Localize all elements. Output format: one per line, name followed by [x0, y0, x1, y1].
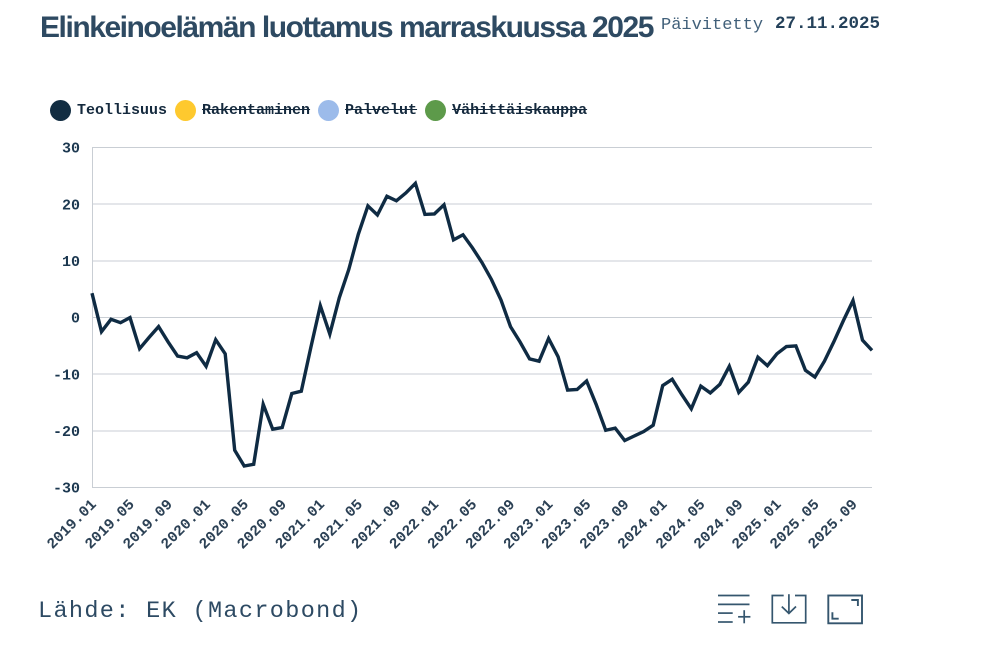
svg-text:0: 0: [71, 311, 80, 328]
svg-text:-20: -20: [53, 424, 80, 441]
svg-text:-10: -10: [53, 367, 80, 384]
svg-text:20: 20: [62, 197, 80, 214]
svg-text:10: 10: [62, 254, 80, 271]
svg-text:30: 30: [62, 141, 80, 158]
svg-text:-30: -30: [53, 481, 80, 498]
